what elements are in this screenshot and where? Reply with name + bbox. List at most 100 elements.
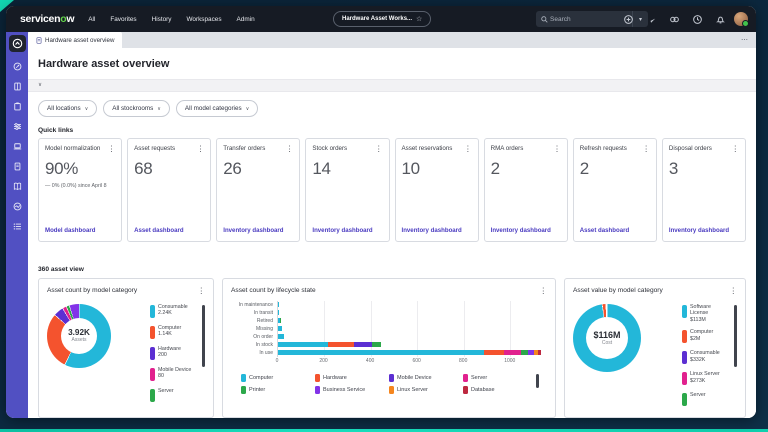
legend-item[interactable]: Software License $113M [682,304,730,325]
servicenow-logo[interactable]: servicenow [20,13,75,25]
teal-bottom-accent [0,429,768,432]
search-input[interactable] [548,15,632,23]
legend-scrollbar[interactable] [536,373,539,388]
legend-item[interactable]: Mobile Device [389,373,457,382]
history-icon[interactable] [691,13,703,25]
legend-label: Server [158,387,174,394]
kebab-menu-icon[interactable]: ⋮ [285,144,294,153]
donut-ring: $116M Cost [573,303,641,372]
bar-row [278,325,547,333]
quick-card-link[interactable]: Inventory dashboard [401,227,462,234]
star-icon[interactable]: ☆ [416,16,423,23]
legend-item[interactable]: Consumable 2.24K [150,304,198,320]
kebab-menu-icon[interactable]: ⋮ [197,286,206,295]
bar-row [278,349,547,357]
legend-item[interactable]: Business Service [315,385,383,394]
stacked-bar[interactable] [278,318,547,323]
quick-card-value: 2 [490,158,500,178]
nav-item-favorites[interactable]: Favorites [110,15,137,23]
chart-legend: Software License $113M Computer $2M Consumab… [682,304,737,418]
legend-label: Consumable [158,303,188,310]
sidebar-item-catalog[interactable] [12,181,23,192]
filter-pill-all-model-categories[interactable]: All model categories ∨ [175,100,259,117]
legend-item[interactable]: Hardware 200 [150,346,198,362]
filter-pill-all-locations[interactable]: All locations ∨ [38,100,98,117]
sidebar-item-list[interactable] [12,221,23,232]
tab-hardware-asset-overview[interactable]: Hardware asset overview [28,32,123,48]
legend-scrollbar[interactable] [734,304,737,367]
help-icon[interactable] [622,13,634,25]
stacked-bar[interactable] [278,334,547,339]
link-icon[interactable] [668,13,680,25]
legend-item[interactable]: Mobile Device 80 [150,367,198,383]
kebab-menu-icon[interactable]: ⋮ [642,144,650,153]
sidebar-item-tasks[interactable] [12,101,23,112]
quick-card-link[interactable]: Asset dashboard [579,227,630,234]
quick-card-title: Asset reservations [401,145,453,152]
legend-item[interactable]: Linux Server $273K [682,371,730,387]
sidebar [6,32,28,418]
bar-chart: In maintenance In transit Retired Missing On… [231,300,547,357]
nav-item-admin[interactable]: Admin [236,15,255,23]
sidebar-item-knowledge[interactable] [12,81,23,92]
sidebar-item-insights[interactable] [12,201,23,212]
filter-collapse-band: ∨ [28,79,756,92]
legend-item[interactable]: Computer 1.14K [150,325,198,341]
legend-item[interactable]: Database [463,385,531,394]
kebab-menu-icon[interactable]: ⋮ [553,144,561,153]
stacked-bar[interactable] [278,350,547,355]
quick-card-link[interactable]: Inventory dashboard [223,227,284,234]
legend-item[interactable]: Computer [241,373,309,382]
legend-item[interactable]: Consumable $332K [682,350,730,366]
sidebar-item-overview[interactable] [12,61,23,72]
quick-card-link[interactable]: Inventory dashboard [490,227,551,234]
nav-item-workspaces[interactable]: Workspaces [186,15,222,23]
quick-card-link[interactable]: Inventory dashboard [668,227,730,234]
tab-overflow-button[interactable]: ⋯ [741,37,748,44]
kebab-menu-icon[interactable]: ⋮ [375,144,383,153]
filter-pill-all-stockrooms[interactable]: All stockrooms ∨ [103,100,170,117]
kebab-menu-icon[interactable]: ⋮ [731,144,740,153]
quick-card-model-normalization: Model normalization ⋮ 90% — 0% (0.0%) since… [38,138,123,242]
legend-item[interactable]: Server [682,392,730,408]
legend-item[interactable]: Hardware [315,373,383,382]
sidebar-item-devices[interactable] [12,141,23,152]
user-avatar[interactable] [734,12,749,27]
kebab-menu-icon[interactable]: ⋮ [539,286,548,295]
sidebar-item-filters[interactable] [12,121,23,132]
notifications-icon[interactable] [714,13,726,25]
bar-segment [504,350,522,355]
legend-scrollbar[interactable] [202,304,205,367]
legend-item[interactable]: Printer [241,385,309,394]
workspace-pill[interactable]: Hardware Asset Works... ☆ [333,11,432,27]
legend-item[interactable]: Server [150,388,198,404]
chart-title: Asset value by model category [573,287,663,294]
collapse-chevron-icon[interactable]: ∨ [38,81,43,88]
stacked-bar[interactable] [278,342,547,347]
legend-swatch [150,304,155,318]
chevron-down-icon: ∨ [84,105,89,112]
kebab-menu-icon[interactable]: ⋮ [464,144,472,153]
search-scope-caret[interactable]: ▾ [632,11,648,27]
quick-card-link[interactable]: Inventory dashboard [312,227,373,234]
stacked-bar[interactable] [278,326,547,331]
kebab-menu-icon[interactable]: ⋮ [196,144,205,153]
stacked-bar[interactable] [278,310,547,315]
legend-item[interactable]: Computer $2M [682,329,730,345]
quick-card-link[interactable]: Model dashboard [45,227,96,234]
kebab-menu-icon[interactable]: ⋮ [107,144,116,153]
legend-swatch [389,373,394,382]
legend-item[interactable]: Server [463,373,531,382]
x-axis-tick: 800 [459,357,468,364]
sidebar-item-document[interactable] [12,161,23,172]
legend-item[interactable]: Linux Server [389,385,457,394]
y-axis-label: In transit [253,309,273,316]
quick-card-link[interactable]: Asset dashboard [134,227,184,234]
nav-item-history[interactable]: History [151,15,172,23]
stacked-bar[interactable] [278,302,547,307]
messages-icon[interactable] [645,13,657,25]
sidebar-item-workspace-home[interactable] [8,35,26,52]
kebab-menu-icon[interactable]: ⋮ [729,286,738,295]
nav-item-all[interactable]: All [88,15,96,23]
gridline [509,300,511,357]
